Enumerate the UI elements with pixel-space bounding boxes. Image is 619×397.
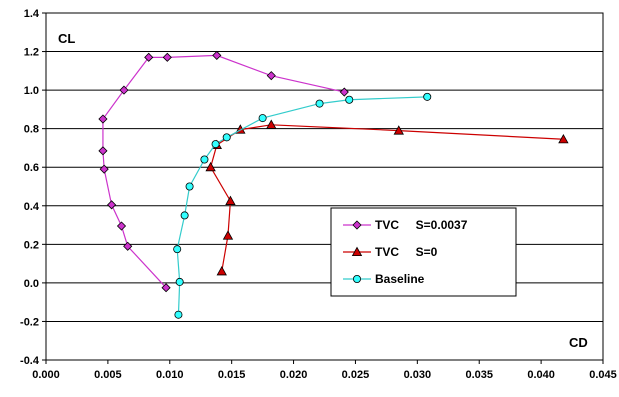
data-point — [266, 71, 276, 81]
y-tick-label: 0.8 — [24, 124, 39, 136]
data-point — [222, 230, 234, 240]
data-point — [266, 119, 277, 129]
y-tick-label: 1.4 — [24, 8, 40, 20]
x-tick-label: 0.030 — [404, 369, 432, 381]
y-tick-label: 0.6 — [24, 162, 39, 174]
legend-marker — [352, 220, 362, 230]
data-point — [225, 195, 236, 205]
data-point — [315, 99, 324, 108]
data-point — [161, 283, 171, 293]
axis-ticks: -0.4 -0.2 0.0 0.2 0.4 0.6 0.8 1.0 1.2 1.4 0.000 0.0… — [20, 8, 617, 381]
data-point — [393, 125, 404, 135]
data-point — [123, 241, 133, 251]
data-point — [200, 155, 209, 164]
data-point — [99, 164, 109, 174]
y-tick-label: 0.2 — [24, 239, 39, 251]
data-point — [180, 211, 189, 220]
legend: TVC S=0.0037 TVC S=0 Baseline — [330, 207, 517, 297]
data-point — [345, 95, 354, 104]
x-tick-label: 0.005 — [94, 369, 122, 381]
x-tick-label: 0.040 — [527, 369, 555, 381]
series — [98, 50, 569, 319]
y-tick-label: -0.4 — [20, 355, 40, 367]
data-point — [222, 133, 231, 142]
data-point — [162, 52, 172, 62]
x-tick-label: 0.015 — [218, 369, 246, 381]
y-tick-label: 0.4 — [24, 201, 40, 213]
data-point — [258, 114, 267, 123]
data-point — [174, 310, 183, 319]
y-tick-label: 1.2 — [24, 47, 39, 59]
y-tick-label: -0.2 — [20, 316, 39, 328]
data-point — [175, 277, 184, 286]
data-point — [173, 245, 182, 254]
legend-marker — [351, 246, 363, 257]
plot-frame — [45, 12, 604, 361]
y-axis-title: CL — [58, 31, 75, 46]
legend-label: TVC S=0 — [375, 245, 438, 259]
data-point — [116, 221, 127, 231]
data-point — [98, 146, 108, 156]
y-tick-label: 0.0 — [24, 278, 39, 290]
data-point — [558, 133, 569, 144]
x-tick-label: 0.045 — [589, 369, 617, 381]
data-point — [339, 87, 349, 97]
legend-label: Baseline — [375, 272, 425, 286]
x-tick-label: 0.010 — [156, 369, 184, 381]
series-line — [176, 96, 428, 315]
legend-marker — [352, 274, 361, 283]
x-axis-title: CD — [569, 335, 588, 350]
series-group — [173, 92, 432, 319]
x-tick-label: 0.025 — [342, 369, 370, 381]
data-point — [211, 140, 220, 149]
x-tick-label: 0.000 — [32, 369, 60, 381]
series-group — [98, 50, 349, 293]
y-tick-label: 1.0 — [24, 85, 39, 97]
data-point — [212, 50, 222, 60]
data-point — [107, 200, 117, 210]
x-tick-label: 0.020 — [280, 369, 308, 381]
data-point — [185, 182, 194, 191]
data-point — [423, 92, 432, 101]
data-point — [216, 265, 227, 276]
data-point — [144, 52, 154, 62]
x-tick-label: 0.035 — [465, 369, 493, 381]
grid — [46, 51, 603, 322]
data-point — [98, 114, 108, 124]
data-point — [119, 85, 129, 95]
legend-label: TVC S=0.0037 — [375, 218, 468, 232]
data-point — [205, 161, 216, 172]
